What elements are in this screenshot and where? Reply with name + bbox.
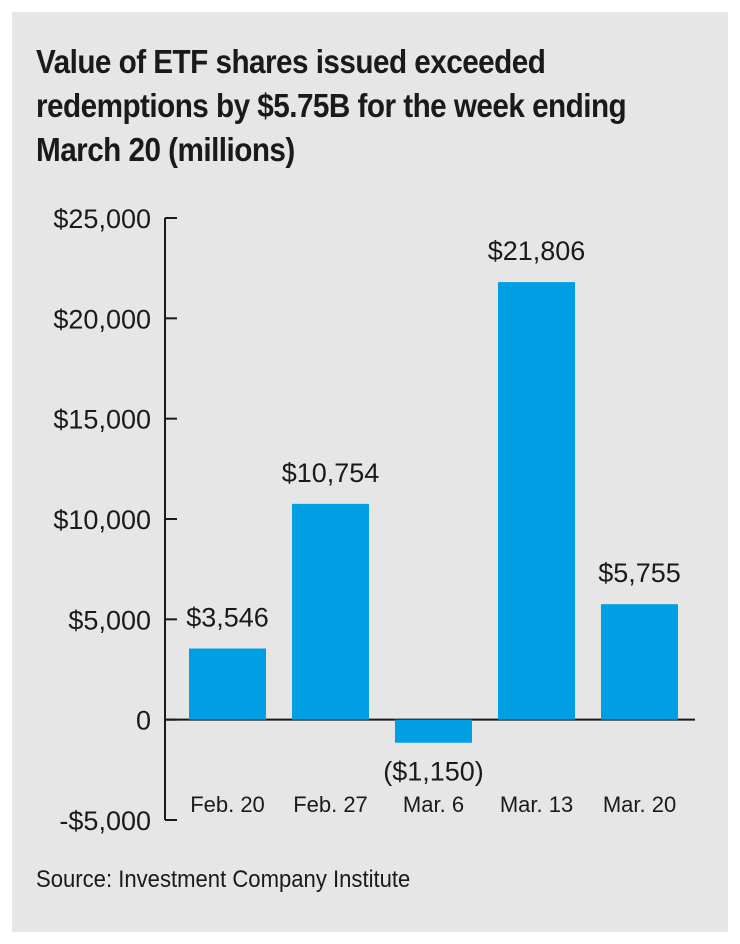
y-tick-label: 0 (136, 706, 151, 736)
data-label: $5,755 (598, 558, 681, 588)
x-tick-label: Feb. 27 (293, 792, 368, 817)
source-note: Source: Investment Company Institute (36, 866, 411, 893)
data-label: ($1,150) (383, 757, 484, 787)
x-tick-label: Mar. 6 (403, 792, 464, 817)
bar (601, 604, 678, 720)
y-tick-label: $5,000 (68, 605, 151, 635)
y-tick-label: $10,000 (53, 505, 151, 535)
x-tick-label: Mar. 20 (603, 792, 676, 817)
chart-title: Value of ETF shares issued exceeded rede… (36, 43, 627, 168)
y-tick-label: -$5,000 (59, 806, 151, 836)
y-tick-label: $20,000 (53, 304, 151, 334)
data-label: $10,754 (282, 458, 380, 488)
data-label: $21,806 (488, 236, 586, 266)
chart-panel (12, 12, 728, 932)
data-label: $3,546 (186, 603, 269, 633)
x-tick-label: Feb. 20 (190, 792, 265, 817)
bar (395, 719, 472, 743)
bar (498, 282, 575, 720)
x-tick-label: Mar. 13 (500, 792, 573, 817)
y-tick-label: $15,000 (53, 405, 151, 435)
bar (292, 503, 369, 720)
bar (189, 648, 266, 720)
y-tick-label: $25,000 (53, 204, 151, 234)
